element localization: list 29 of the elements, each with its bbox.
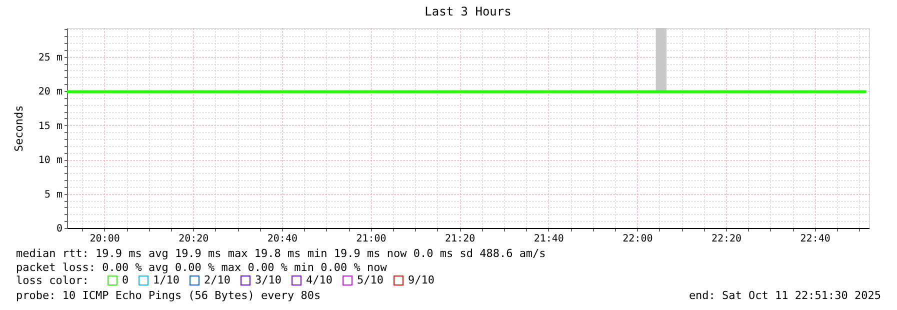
text: median rtt: 19.9 ms avg 19.9 ms max 19.8 ms min 19.9 ms now 0.0 ms sd 488.6 am/s xyxy=(16,247,546,260)
x-tick-label: 21:40 xyxy=(534,234,564,244)
x-tick-label: 20:40 xyxy=(267,234,298,244)
legend-label: 4/10 xyxy=(306,274,332,287)
legend-label: 3/10 xyxy=(255,274,282,287)
text: packet loss: 0.00 % avg 0.00 % max 0.00 % min 0.00 % now xyxy=(16,261,388,274)
x-tick-label: 20:00 xyxy=(90,234,120,244)
x-tick-label: 22:00 xyxy=(622,234,653,244)
x-tick-label: 22:20 xyxy=(711,234,742,244)
legend-title: loss color: xyxy=(16,274,89,287)
y-tick-label: 15 m xyxy=(38,120,62,132)
legend-label: 1/10 xyxy=(153,274,180,287)
chart-title: Last 3 Hours xyxy=(424,4,512,18)
legend-label: 0 xyxy=(122,274,129,287)
legend-label: 2/10 xyxy=(204,274,230,287)
y-tick-label: 10 m xyxy=(38,155,62,166)
text: end: Sat Oct 11 22:51:30 2025 xyxy=(688,289,881,302)
y-tick-label: 5 m xyxy=(44,189,62,200)
x-tick-label: 22:40 xyxy=(800,234,830,244)
y-tick-label: 0 xyxy=(56,224,62,234)
legend-label: 5/10 xyxy=(357,274,384,287)
x-tick-label: 21:20 xyxy=(445,234,476,244)
x-tick-label: 21:00 xyxy=(356,234,386,244)
y-tick-label: 20 m xyxy=(38,86,62,98)
legend-label: 9/10 xyxy=(408,274,434,287)
x-tick-label: 20:20 xyxy=(178,234,209,244)
text: probe: 10 ICMP Echo Pings (56 Bytes) every 80s xyxy=(16,289,321,302)
y-tick-label: 25 m xyxy=(38,52,62,64)
y-axis-title: Seconds xyxy=(12,105,26,152)
